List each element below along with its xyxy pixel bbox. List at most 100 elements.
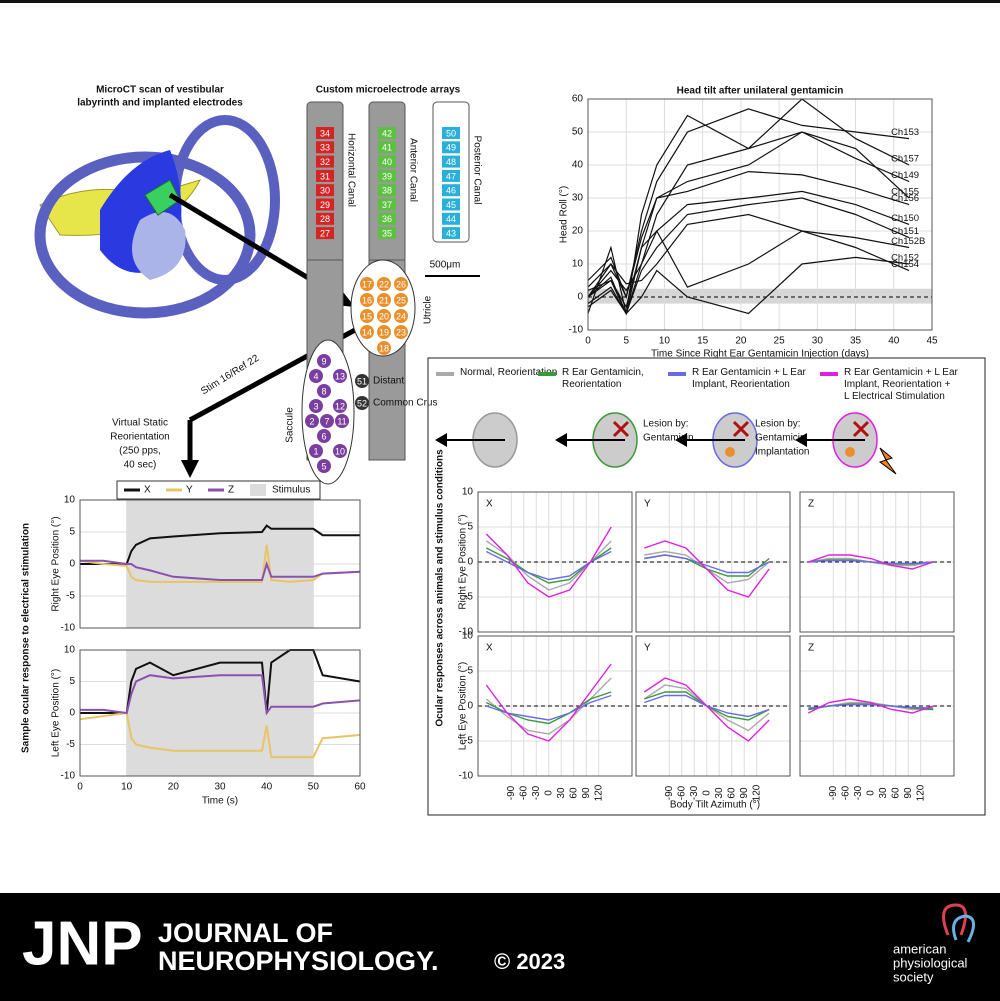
y-tick-label: 20 <box>572 226 584 237</box>
plot-frame <box>799 491 955 633</box>
x-tick-label: 0 <box>77 782 83 793</box>
electrode-number: 1 <box>313 446 318 456</box>
lesion-note: Implantation <box>755 447 809 458</box>
y-tick-label: -10 <box>61 771 76 782</box>
series-label: Ch152 <box>891 253 919 264</box>
electrode-number: 39 <box>382 171 392 181</box>
x-tick-label: 0 <box>585 336 591 347</box>
electrode-number: 7 <box>324 416 329 426</box>
y-tick-label: 30 <box>572 193 584 204</box>
electrode-number: 11 <box>337 416 346 426</box>
chart-title: Head tilt after unilateral gentamicin <box>677 86 844 97</box>
electrode-number: 26 <box>396 279 406 289</box>
data-line <box>808 703 934 709</box>
lesion-mark <box>732 420 750 438</box>
y-tick-label: -5 <box>464 592 473 603</box>
electrode-number: 43 <box>446 228 456 238</box>
y-tick-label: 5 <box>467 522 473 533</box>
head-arrow <box>555 433 567 447</box>
data-line <box>807 698 934 714</box>
copyright: © 2023 <box>494 949 565 974</box>
electrode-number: 4 <box>313 371 318 381</box>
legend-electrode <box>355 396 369 410</box>
legend-label: Z <box>228 485 234 496</box>
x-tick-label: -90 <box>506 785 517 800</box>
series-label: Ch156 <box>891 193 919 204</box>
x-tick-label: 40 <box>888 336 900 347</box>
x-axis-label: Time Since Right Ear Gentamicin Injectio… <box>651 349 869 360</box>
electrode-number: 23 <box>396 327 406 337</box>
plot-frame <box>79 499 361 629</box>
x-tick-label: -90 <box>828 785 839 800</box>
y-tick-label: 10 <box>572 259 584 270</box>
utricle-electrode <box>360 309 374 323</box>
series-label: Ch149 <box>891 170 919 181</box>
legend-label: R Ear Gentamicin + L Ear Implant, Reorie… <box>692 367 809 390</box>
saccule-electrode <box>305 414 319 428</box>
electrode-pad <box>378 169 396 182</box>
stim-bolt <box>878 447 897 475</box>
head-arrow <box>675 433 687 447</box>
utricle-electrode <box>377 293 391 307</box>
data-line <box>587 170 910 299</box>
electrode-pad <box>316 141 334 154</box>
legend-swatch <box>250 484 266 496</box>
utricle-electrode <box>377 341 391 355</box>
electrode-pad <box>442 227 460 240</box>
x-tick-label: 0 <box>701 790 712 796</box>
stim-label: Stim 16/Ref 22 <box>199 353 261 398</box>
y-tick-label: 10 <box>462 631 474 642</box>
utricle-electrode <box>377 325 391 339</box>
utricle-electrode <box>360 325 374 339</box>
y-tick-label: 50 <box>572 127 584 138</box>
x-tick-label: 5 <box>623 336 629 347</box>
normal-band <box>588 288 932 304</box>
lesion-note: Lesion by: <box>643 419 689 430</box>
panel-letter: Y <box>644 499 651 510</box>
implant-mark <box>845 447 855 457</box>
x-tick-label: -90 <box>664 785 675 800</box>
x-tick-label: 30 <box>714 787 725 799</box>
panel-letter: Z <box>808 499 814 510</box>
arrays-title: Custom microelectrode arrays <box>316 85 461 96</box>
microct-title: labyrinth and implanted electrodes <box>77 98 243 109</box>
x-tick-label: 45 <box>926 336 938 347</box>
data-line <box>644 554 770 574</box>
series-label: Ch153 <box>891 127 919 138</box>
virtual-label: (250 pps, <box>119 446 161 457</box>
electrode-pad <box>316 127 334 139</box>
panel-letter: X <box>486 499 493 510</box>
x-tick-label: -60 <box>676 785 687 800</box>
saccule-electrode <box>317 429 331 443</box>
data-line <box>808 554 934 570</box>
electrode-number: 32 <box>320 157 330 167</box>
electrode-pad <box>442 169 460 182</box>
legend-label: R Ear Gentamicin + L Ear Implant, Reorie… <box>844 367 961 402</box>
electrode-pad <box>442 198 460 211</box>
electrode-number: 35 <box>382 228 392 238</box>
saccule-electrode <box>309 399 323 413</box>
electrode-pad <box>442 155 460 168</box>
saccule-electrode <box>309 444 323 458</box>
canal-name: Horizontal Canal <box>345 133 356 207</box>
utricle-electrode <box>377 309 391 323</box>
utricle-electrode <box>394 277 408 291</box>
series-label: Ch150 <box>891 213 919 224</box>
journal-name: NEUROPHYSIOLOGY. <box>158 946 439 976</box>
electrode-number: 27 <box>320 228 330 238</box>
y-tick-label: -5 <box>66 591 75 602</box>
electrode-number: 44 <box>446 214 456 224</box>
electrode-pad <box>378 184 396 197</box>
group-label: Sample ocular response to electrical sti… <box>21 523 32 753</box>
y-tick-label: -5 <box>66 739 75 750</box>
y-tick-label: -10 <box>459 771 474 782</box>
x-tick-label: 30 <box>878 787 889 799</box>
x-tick-label: -30 <box>853 785 864 800</box>
series-label: Ch157 <box>891 154 919 165</box>
electrode-number: 34 <box>320 128 330 138</box>
electrode-pad <box>378 141 396 154</box>
data-line <box>587 256 910 315</box>
scale-label: 500μm <box>430 260 461 271</box>
data-line <box>485 526 612 598</box>
electrode-number: 42 <box>382 128 392 138</box>
